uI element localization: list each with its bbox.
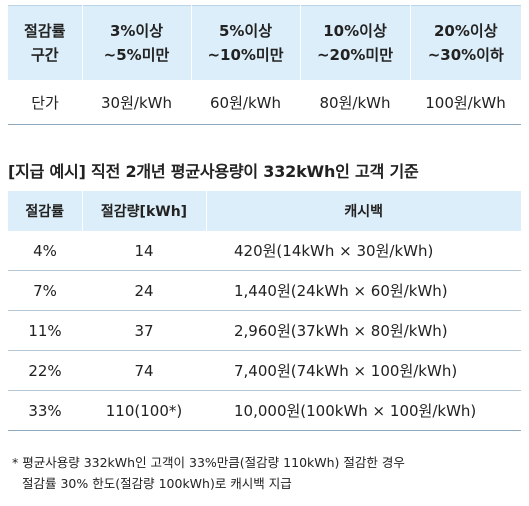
rate-cell: 4%: [8, 231, 82, 271]
amount-cell: 14: [82, 231, 206, 271]
cashback-cell: 420원(14kWh × 30원/kWh): [206, 231, 521, 271]
amount-cell: 24: [82, 270, 206, 311]
example-header-amount: 절감량[kWh]: [81, 191, 206, 231]
rate-cell: 33%: [8, 390, 82, 431]
cashback-cell: 1,440원(24kWh × 60원/kWh): [206, 270, 521, 311]
footnote: * 평균사용량 332kWh인 고객이 33%만큼(절감량 110kWh) 절감…: [12, 452, 405, 494]
example-table: 절감률 절감량[kWh] 캐시백 4% 14 420원(14kWh × 30원/…: [8, 191, 521, 431]
amount-cell: 74: [82, 350, 206, 391]
table-row: 7% 24 1,440원(24kWh × 60원/kWh): [8, 270, 521, 311]
rate-cell: 60원/kWh: [191, 80, 300, 125]
example-title: [지급 예시] 직전 2개년 평균사용량이 332kWh인 고객 기준: [8, 162, 419, 181]
rate-header-20-30: 20%이상 ~30%이하: [409, 5, 521, 80]
rate-cell: 11%: [8, 310, 82, 351]
amount-cell: 37: [82, 310, 206, 351]
footnote-line-1: * 평균사용량 332kWh인 고객이 33%만큼(절감량 110kWh) 절감…: [12, 455, 405, 470]
example-header-cashback: 캐시백: [205, 191, 521, 231]
rate-header-5-10: 5%이상 ~10%미만: [190, 5, 300, 80]
cashback-cell: 7,400원(74kWh × 100원/kWh): [206, 350, 521, 391]
rate-cell: 100원/kWh: [410, 80, 521, 125]
table-row: 33% 110(100*) 10,000원(100kWh × 100원/kWh): [8, 390, 521, 431]
table-row: 11% 37 2,960원(37kWh × 80원/kWh): [8, 310, 521, 351]
example-table-header-row: 절감률 절감량[kWh] 캐시백: [8, 191, 521, 231]
rate-table-row: 단가 30원/kWh 60원/kWh 80원/kWh 100원/kWh: [8, 80, 521, 125]
rate-cell: 7%: [8, 270, 82, 311]
rate-header-reduction-range: 절감률 구간: [8, 5, 82, 80]
rate-cell: 80원/kWh: [300, 80, 410, 125]
cashback-cell: 2,960원(37kWh × 80원/kWh): [206, 310, 521, 351]
rate-header-10-20: 10%이상 ~20%미만: [299, 5, 410, 80]
rate-cell: 22%: [8, 350, 82, 391]
rate-cell: 30원/kWh: [82, 80, 191, 125]
rate-row-label: 단가: [8, 80, 82, 125]
footnote-line-2: 절감률 30% 한도(절감량 100kWh)로 캐시백 지급: [22, 476, 292, 491]
rate-table-header-row: 절감률 구간 3%이상 ~5%미만 5%이상 ~10%미만 10%이상 ~20%…: [8, 5, 521, 80]
table-row: 22% 74 7,400원(74kWh × 100원/kWh): [8, 350, 521, 391]
cashback-cell: 10,000원(100kWh × 100원/kWh): [206, 390, 521, 431]
rate-table: 절감률 구간 3%이상 ~5%미만 5%이상 ~10%미만 10%이상 ~20%…: [8, 5, 521, 125]
table-row: 4% 14 420원(14kWh × 30원/kWh): [8, 231, 521, 271]
example-header-rate: 절감률: [8, 191, 82, 231]
rate-header-3-5: 3%이상 ~5%미만: [81, 5, 191, 80]
amount-cell: 110(100*): [82, 390, 206, 431]
